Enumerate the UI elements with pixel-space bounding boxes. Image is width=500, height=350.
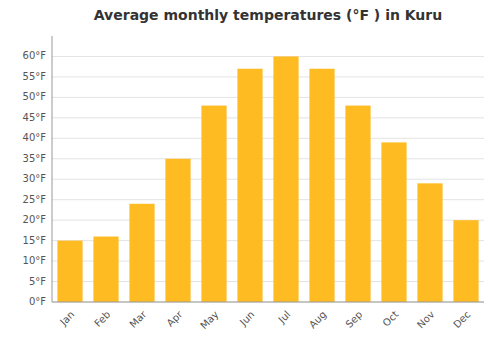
tick-label: 60°F bbox=[23, 50, 47, 61]
tick-label: 5°F bbox=[29, 276, 46, 287]
tick-label: Jan bbox=[57, 309, 76, 328]
bar bbox=[93, 237, 118, 302]
grid-line bbox=[52, 179, 484, 180]
tick-label: 45°F bbox=[23, 112, 47, 123]
tick-label: 30°F bbox=[23, 173, 47, 184]
title: Average monthly temperatures (°F ) in Ku… bbox=[94, 7, 442, 23]
bar bbox=[237, 69, 262, 302]
grid-line bbox=[52, 76, 484, 77]
bar bbox=[57, 241, 82, 302]
bar bbox=[453, 220, 478, 302]
tick-label: Mar bbox=[127, 308, 149, 330]
tick-label: Oct bbox=[380, 309, 400, 329]
tick-label: 50°F bbox=[23, 91, 47, 102]
tick-label: 35°F bbox=[23, 153, 47, 164]
bar bbox=[345, 106, 370, 302]
bar bbox=[273, 56, 298, 302]
tick-label: 55°F bbox=[23, 71, 47, 82]
axis-line bbox=[52, 302, 484, 303]
tick-label: 10°F bbox=[23, 255, 47, 266]
tick-label: 20°F bbox=[23, 214, 47, 225]
grid-line bbox=[52, 302, 484, 303]
y-axis: 0°F 5°F 10°F 15°F 20°F 25°F 30°F 35°F 40°F 45°F 50… bbox=[23, 50, 484, 307]
tick-label: Sep bbox=[343, 309, 364, 330]
tick-label: Apr bbox=[164, 308, 185, 329]
tick-label: 0°F bbox=[29, 296, 46, 307]
bar bbox=[165, 159, 190, 302]
bar bbox=[129, 204, 154, 302]
bar bbox=[309, 69, 334, 302]
bar bbox=[417, 183, 442, 302]
tick-label: Feb bbox=[92, 309, 112, 329]
tick-label: Aug bbox=[307, 309, 329, 331]
grid-line bbox=[52, 158, 484, 159]
axis-line bbox=[52, 36, 53, 302]
tick-label: May bbox=[198, 309, 220, 331]
tick-label: Jun bbox=[237, 309, 257, 329]
grid-line bbox=[52, 138, 484, 139]
tick-label: 40°F bbox=[23, 132, 47, 143]
bars bbox=[57, 56, 478, 302]
tick-label: Jul bbox=[275, 309, 292, 326]
tick-label: 25°F bbox=[23, 194, 47, 205]
grid-line bbox=[52, 117, 484, 118]
grid-line bbox=[52, 97, 484, 98]
bar bbox=[201, 106, 226, 302]
bar bbox=[381, 142, 406, 302]
chart: 0°F 5°F 10°F 15°F 20°F 25°F 30°F 35°F 40°F 45°F 50… bbox=[0, 0, 500, 350]
chart-container: 0°F 5°F 10°F 15°F 20°F 25°F 30°F 35°F 40°F 45°F 50… bbox=[0, 0, 500, 350]
x-axis: Jan Feb Mar Apr May Jun Jul Aug Sep Oct Nov Dec bbox=[57, 308, 472, 331]
grid-line bbox=[52, 56, 484, 57]
tick-label: Nov bbox=[415, 309, 437, 331]
tick-label: Dec bbox=[451, 309, 472, 330]
tick-label: 15°F bbox=[23, 235, 47, 246]
